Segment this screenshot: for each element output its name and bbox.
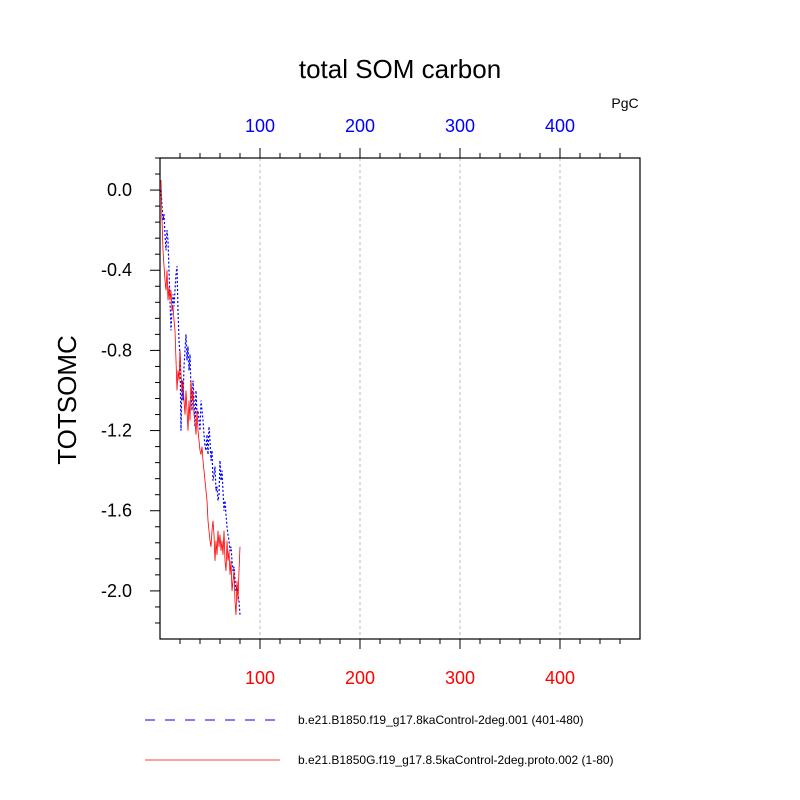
- x-top-tick-label: 100: [245, 116, 275, 136]
- legend: b.e21.B1850.f19_g17.8kaControl-2deg.001 …: [145, 713, 614, 767]
- x-bottom-tick-label: 200: [345, 668, 375, 688]
- x-bottom-tick-label: 300: [445, 668, 475, 688]
- grid: [259, 158, 561, 639]
- series-line-1: [160, 190, 241, 616]
- y-tick-label: -0.8: [101, 340, 132, 360]
- x-top-tick-label: 300: [445, 116, 475, 136]
- y-tick-label: -2.0: [101, 581, 132, 601]
- axis-ticks: 100 200 300 400 100 200 300 400 0.0 -0.4 -0.8 -1.2 -…: [101, 116, 621, 688]
- y-tick-label: -0.4: [101, 260, 132, 280]
- x-top-tick-label: 400: [545, 116, 575, 136]
- y-tick-label: 0.0: [107, 180, 132, 200]
- units-label: PgC: [611, 95, 638, 111]
- y-tick-label: -1.6: [101, 501, 132, 521]
- x-bottom-tick-label: 100: [245, 668, 275, 688]
- legend-label-2: b.e21.B1850G.f19_g17.8.5kaControl-2deg.p…: [298, 753, 614, 767]
- chart-title: total SOM carbon: [299, 54, 501, 84]
- x-top-tick-label: 200: [345, 116, 375, 136]
- y-axis-label: TOTSOMC: [52, 335, 82, 465]
- y-tick-label: -1.2: [101, 421, 132, 441]
- series-group: [160, 179, 241, 616]
- legend-label-1: b.e21.B1850.f19_g17.8kaControl-2deg.001 …: [298, 713, 584, 727]
- series-line-2: [160, 179, 241, 616]
- x-bottom-tick-label: 400: [545, 668, 575, 688]
